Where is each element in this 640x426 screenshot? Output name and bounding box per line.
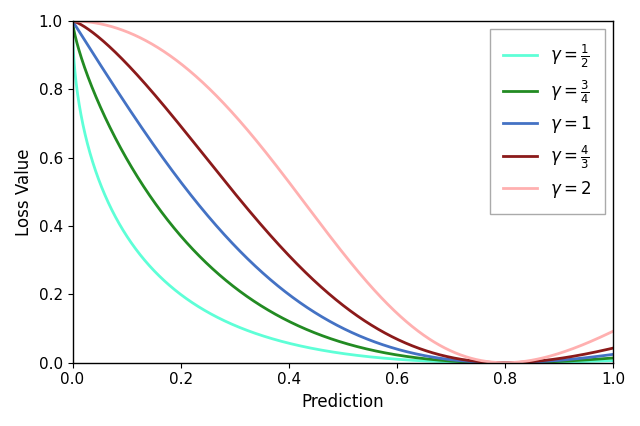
$\gamma = \frac{3}{4}$: [68, 18, 76, 23]
$\gamma = \frac{3}{4}$: [501, 360, 509, 365]
$\gamma = \frac{3}{4}$: [163, 216, 170, 221]
$\gamma = \frac{4}{3}$: [131, 69, 138, 74]
$\gamma = 2$: [598, 334, 606, 339]
$\gamma = \frac{3}{4}$: [276, 314, 284, 319]
$\gamma = \frac{4}{3}$: [609, 345, 617, 351]
$\gamma = 2$: [276, 167, 284, 173]
Line: $\gamma = \frac{1}{2}$: $\gamma = \frac{1}{2}$: [72, 21, 613, 363]
$\gamma = \frac{1}{2}$: [163, 280, 170, 285]
$\gamma = 1$: [68, 18, 76, 23]
$\gamma = \frac{1}{2}$: [300, 344, 307, 349]
$\gamma = \frac{3}{4}$: [598, 356, 606, 361]
$\gamma = \frac{3}{4}$: [131, 169, 138, 174]
X-axis label: Prediction: Prediction: [301, 393, 384, 411]
$\gamma = 2$: [609, 329, 617, 334]
$\gamma = \frac{4}{3}$: [501, 360, 509, 365]
$\gamma = \frac{4}{3}$: [163, 106, 170, 111]
$\gamma = \frac{1}{2}$: [501, 360, 509, 365]
$\gamma = \frac{1}{2}$: [540, 360, 548, 365]
$\gamma = 1$: [609, 352, 617, 357]
$\gamma = 2$: [163, 50, 170, 55]
$\gamma = 2$: [68, 18, 76, 23]
$\gamma = \frac{1}{2}$: [276, 338, 284, 343]
$\gamma = 1$: [300, 302, 307, 308]
Y-axis label: Loss Value: Loss Value: [15, 148, 33, 236]
Line: $\gamma = 2$: $\gamma = 2$: [72, 21, 613, 363]
$\gamma = \frac{3}{4}$: [540, 360, 548, 365]
$\gamma = \frac{4}{3}$: [540, 358, 548, 363]
$\gamma = \frac{3}{4}$: [300, 325, 307, 331]
$\gamma = 2$: [501, 360, 509, 365]
$\gamma = \frac{1}{2}$: [68, 18, 76, 23]
$\gamma = 2$: [131, 32, 138, 37]
$\gamma = \frac{4}{3}$: [68, 18, 76, 23]
Line: $\gamma = 1$: $\gamma = 1$: [72, 21, 613, 363]
Line: $\gamma = \frac{3}{4}$: $\gamma = \frac{3}{4}$: [72, 21, 613, 363]
$\gamma = 1$: [163, 160, 170, 165]
$\gamma = \frac{4}{3}$: [276, 243, 284, 248]
$\gamma = \frac{4}{3}$: [300, 268, 307, 273]
$\gamma = \frac{1}{2}$: [598, 358, 606, 363]
$\gamma = 2$: [540, 355, 548, 360]
$\gamma = 1$: [276, 285, 284, 290]
$\gamma = \frac{1}{2}$: [131, 244, 138, 249]
$\gamma = \frac{3}{4}$: [609, 355, 617, 360]
Legend: $\gamma = \frac{1}{2}$, $\gamma = \frac{3}{4}$, $\gamma = 1$, $\gamma = \frac{4}: $\gamma = \frac{1}{2}$, $\gamma = \frac{…: [490, 29, 605, 213]
$\gamma = \frac{1}{2}$: [609, 358, 617, 363]
$\gamma = 1$: [598, 353, 606, 358]
$\gamma = 1$: [131, 114, 138, 119]
$\gamma = 1$: [540, 359, 548, 364]
Line: $\gamma = \frac{4}{3}$: $\gamma = \frac{4}{3}$: [72, 21, 613, 363]
$\gamma = 2$: [300, 199, 307, 204]
$\gamma = \frac{4}{3}$: [598, 348, 606, 353]
$\gamma = 1$: [501, 360, 509, 365]
